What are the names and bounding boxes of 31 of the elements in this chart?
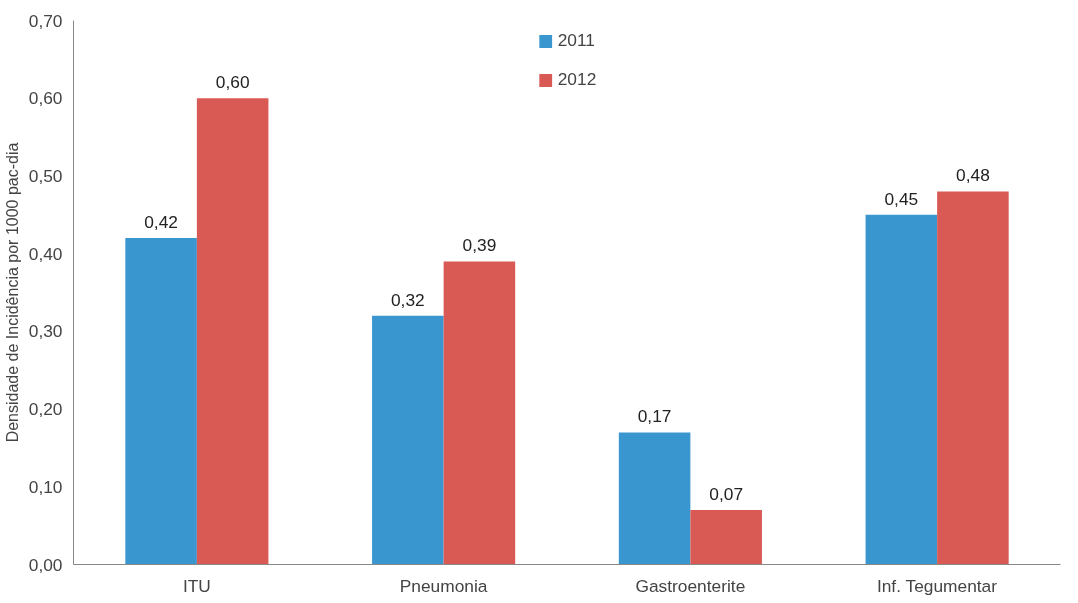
y-tick-label: 0,40 bbox=[28, 243, 63, 264]
y-tick-label: 0,50 bbox=[28, 165, 63, 186]
data-label: 0,39 bbox=[462, 235, 497, 256]
y-tick-label: 0,20 bbox=[28, 399, 63, 420]
x-tick-label: ITU bbox=[182, 575, 211, 596]
x-tick-label: Pneumonia bbox=[399, 575, 488, 596]
legend-label: 2012 bbox=[557, 69, 597, 90]
data-label: 0,60 bbox=[215, 72, 250, 93]
bar bbox=[125, 238, 197, 565]
data-label: 0,48 bbox=[956, 165, 990, 186]
y-tick-label: 0,70 bbox=[28, 10, 63, 31]
data-label: 0,32 bbox=[390, 289, 425, 310]
data-label: 0,42 bbox=[144, 212, 178, 233]
y-tick-label: 0,30 bbox=[28, 321, 63, 342]
y-tick-label: 0,60 bbox=[28, 88, 63, 109]
bar bbox=[372, 315, 444, 565]
y-axis-title: Densidade de Incidência por 1000 pac-dia bbox=[3, 142, 21, 443]
y-tick-label: 0,10 bbox=[28, 476, 63, 497]
bar bbox=[618, 432, 691, 565]
bar bbox=[443, 261, 516, 565]
legend-label: 2011 bbox=[557, 30, 595, 51]
bar bbox=[196, 98, 269, 565]
bar bbox=[690, 510, 762, 565]
y-tick-label: 0,00 bbox=[28, 554, 63, 575]
data-label: 0,07 bbox=[709, 484, 744, 505]
x-tick-label: Gastroenterite bbox=[635, 575, 746, 596]
data-label: 0,17 bbox=[637, 406, 672, 427]
data-label: 0,45 bbox=[884, 188, 919, 209]
bar bbox=[865, 214, 938, 565]
x-tick-label: Inf. Tegumentar bbox=[876, 575, 998, 596]
bar bbox=[937, 191, 1009, 565]
